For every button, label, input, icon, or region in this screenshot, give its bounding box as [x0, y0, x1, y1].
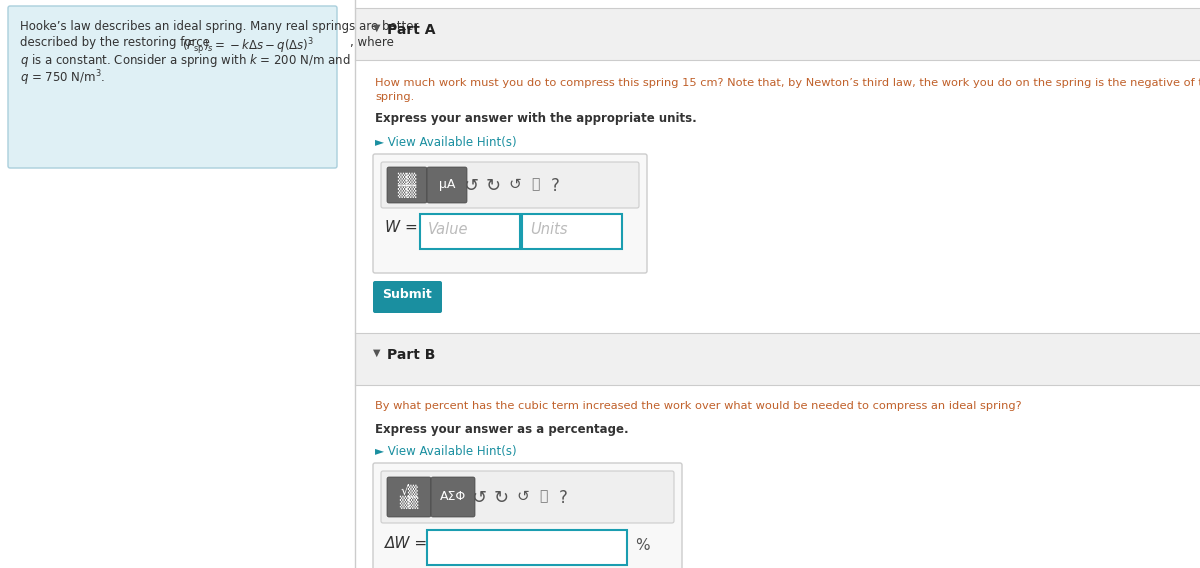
Text: ↺: ↺	[472, 489, 486, 507]
Text: ↻: ↻	[493, 489, 509, 507]
Text: Part A: Part A	[386, 23, 436, 37]
Text: Hooke’s law describes an ideal spring. Many real springs are better: Hooke’s law describes an ideal spring. M…	[20, 20, 419, 33]
Text: described by the restoring force: described by the restoring force	[20, 36, 214, 49]
FancyBboxPatch shape	[373, 154, 647, 273]
Text: By what percent has the cubic term increased the work over what would be needed : By what percent has the cubic term incre…	[374, 401, 1021, 411]
Text: ↺: ↺	[517, 489, 529, 504]
Text: $q$ is a constant. Consider a spring with $k$ = 200 N/m and: $q$ is a constant. Consider a spring wit…	[20, 52, 350, 69]
Text: ▼: ▼	[373, 23, 380, 33]
FancyBboxPatch shape	[431, 477, 475, 517]
FancyBboxPatch shape	[386, 167, 427, 203]
Text: ▒▒: ▒▒	[397, 185, 416, 198]
Text: ?: ?	[551, 177, 559, 195]
Text: μA: μA	[439, 178, 455, 191]
FancyBboxPatch shape	[386, 477, 431, 517]
Text: ▒▒: ▒▒	[400, 496, 419, 509]
Text: ▼: ▼	[373, 348, 380, 358]
FancyBboxPatch shape	[8, 6, 337, 168]
Text: Value: Value	[428, 222, 468, 237]
Text: Express your answer as a percentage.: Express your answer as a percentage.	[374, 423, 629, 436]
Text: ↻: ↻	[486, 177, 500, 195]
Text: ▒▒: ▒▒	[397, 173, 416, 186]
Text: How much work must you do to compress this spring 15 cm? Note that, by Newton’s : How much work must you do to compress th…	[374, 78, 1200, 88]
Text: Express your answer with the appropriate units.: Express your answer with the appropriate…	[374, 112, 697, 125]
Text: ► View Available Hint(s): ► View Available Hint(s)	[374, 445, 517, 458]
Text: spring.: spring.	[374, 92, 414, 102]
Text: ► View Available Hint(s): ► View Available Hint(s)	[374, 136, 517, 149]
Text: Part B: Part B	[386, 348, 436, 362]
FancyBboxPatch shape	[373, 281, 442, 313]
FancyBboxPatch shape	[373, 463, 682, 568]
Text: $q$ = 750 N/m$^3$.: $q$ = 750 N/m$^3$.	[20, 68, 106, 87]
Text: ΔW =: ΔW =	[385, 536, 428, 551]
Text: Submit: Submit	[382, 288, 432, 301]
Text: ↺: ↺	[509, 177, 521, 192]
Bar	[427, 530, 628, 565]
Bar	[420, 214, 520, 249]
Text: W =: W =	[385, 220, 418, 235]
Text: ⎕: ⎕	[530, 177, 539, 191]
Text: %: %	[635, 538, 649, 553]
FancyBboxPatch shape	[427, 167, 467, 203]
Bar	[522, 214, 622, 249]
Bar	[355, 8, 1200, 60]
Text: , where: , where	[350, 36, 394, 49]
Text: ?: ?	[558, 489, 568, 507]
Text: √▒: √▒	[400, 484, 418, 498]
Text: ΑΣΦ: ΑΣΦ	[440, 490, 466, 503]
Text: Units: Units	[530, 222, 568, 237]
FancyBboxPatch shape	[382, 162, 640, 208]
Text: ↺: ↺	[463, 177, 479, 195]
Text: ⎕: ⎕	[539, 489, 547, 503]
Bar	[355, 333, 1200, 385]
Text: $(F_\mathrm{sp})_s = -k\Delta s - q(\Delta s)^3$: $(F_\mathrm{sp})_s = -k\Delta s - q(\Del…	[182, 36, 314, 57]
FancyBboxPatch shape	[382, 471, 674, 523]
